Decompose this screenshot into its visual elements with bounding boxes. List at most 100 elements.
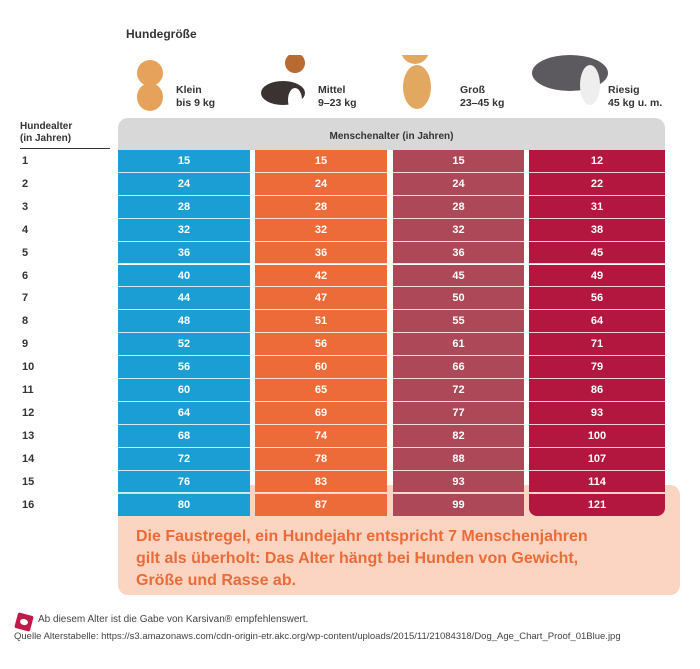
age-cell: 32	[255, 218, 387, 242]
age-label: 10	[22, 361, 35, 374]
note-line: Größe und Rasse ab.	[136, 572, 297, 589]
age-cell: 48	[118, 310, 250, 334]
age-cell: 93	[529, 401, 665, 425]
footnote: Ab diesem Alter ist die Gabe von Karsiva…	[38, 614, 309, 625]
size-label: Klein	[176, 84, 202, 96]
age-cell: 31	[529, 195, 665, 219]
age-cell: 82	[393, 424, 524, 448]
size-label: Groß	[460, 84, 486, 96]
age-cell: 56	[529, 287, 665, 311]
age-cell: 64	[529, 310, 665, 334]
age-cell: 36	[393, 241, 524, 265]
age-cell: 50	[393, 287, 524, 311]
age-cell: 121	[529, 493, 665, 517]
age-cell: 79	[529, 356, 665, 379]
row-header: Hundealter (in Jahren)	[20, 121, 110, 149]
age-cell: 69	[255, 401, 387, 425]
age-cell: 80	[118, 493, 250, 517]
age-cell: 88	[393, 447, 524, 471]
age-cell: 76	[118, 470, 250, 494]
age-cell: 15	[255, 150, 387, 173]
age-label: 5	[22, 246, 29, 259]
age-cell: 40	[118, 264, 250, 288]
age-cell: 32	[393, 218, 524, 242]
age-cell: 66	[393, 356, 524, 379]
age-cell: 15	[393, 150, 524, 173]
age-label: 2	[22, 177, 29, 190]
age-cell: 86	[529, 379, 665, 402]
age-cell: 74	[255, 424, 387, 448]
age-cell: 36	[118, 241, 250, 265]
age-cell: 45	[393, 264, 524, 288]
age-cell: 56	[255, 333, 387, 357]
dog-illustrations	[137, 55, 608, 112]
age-label: 15	[22, 475, 35, 488]
age-cell: 93	[393, 470, 524, 494]
age-cell: 32	[118, 218, 250, 242]
age-cell: 42	[255, 264, 387, 288]
age-cell: 47	[255, 287, 387, 311]
column-header: Menschenalter (in Jahren)	[118, 118, 665, 150]
age-cell: 83	[255, 470, 387, 494]
age-label: 8	[22, 315, 29, 328]
age-cell: 15	[118, 150, 250, 173]
age-cell: 24	[255, 172, 387, 196]
row-header-line: (in Jahren)	[20, 133, 72, 144]
age-cell: 61	[393, 333, 524, 357]
age-label: 13	[22, 429, 35, 442]
age-cell: 24	[118, 172, 250, 196]
age-label: 3	[22, 200, 29, 213]
size-label: Mittel	[318, 84, 346, 96]
age-label: 12	[22, 406, 35, 419]
age-cell: 24	[393, 172, 524, 196]
note: Die Faustregel, ein Hundejahr entspricht…	[136, 526, 588, 592]
age-cell: 44	[118, 287, 250, 311]
age-label: 9	[22, 338, 29, 351]
age-cell: 51	[255, 310, 387, 334]
row-header-line: Hundealter	[20, 121, 73, 132]
age-cell: 114	[529, 470, 665, 494]
age-cell: 45	[529, 241, 665, 265]
age-cell: 78	[255, 447, 387, 471]
age-cell: 55	[393, 310, 524, 334]
age-cell: 100	[529, 424, 665, 448]
source: Quelle Alterstabelle: https://s3.amazona…	[14, 631, 621, 642]
age-cell: 56	[118, 356, 250, 379]
age-cell: 77	[393, 401, 524, 425]
age-cell: 65	[255, 379, 387, 402]
age-cell: 52	[118, 333, 250, 357]
age-cell: 28	[255, 195, 387, 219]
size-weight: 23–45 kg	[460, 97, 505, 109]
note-line: gilt als überholt: Das Alter hängt bei H…	[136, 550, 579, 567]
age-cell: 72	[118, 447, 250, 471]
age-cell: 28	[118, 195, 250, 219]
note-line: Die Faustregel, ein Hundejahr entspricht…	[136, 528, 588, 545]
age-cell: 68	[118, 424, 250, 448]
age-label: 1	[22, 155, 29, 167]
age-label: 4	[22, 223, 29, 236]
size-title: Hundegröße	[126, 27, 197, 41]
age-cell: 60	[118, 379, 250, 402]
age-label: 14	[22, 452, 35, 465]
age-label: 7	[22, 292, 29, 305]
age-cell: 72	[393, 379, 524, 402]
age-cell: 60	[255, 356, 387, 379]
age-cell: 87	[255, 493, 387, 517]
size-weight: 9–23 kg	[318, 97, 357, 109]
age-cell: 71	[529, 333, 665, 357]
size-weight: 45 kg u. m.	[608, 97, 663, 109]
size-weight: bis 9 kg	[176, 97, 216, 109]
age-cell: 64	[118, 401, 250, 425]
size-label: Riesig	[608, 84, 640, 96]
age-cell: 36	[255, 241, 387, 265]
age-cell: 12	[529, 150, 665, 173]
age-cell: 49	[529, 264, 665, 288]
age-cell: 22	[529, 172, 665, 196]
age-cell: 28	[393, 195, 524, 219]
age-cell: 38	[529, 218, 665, 242]
age-label: 11	[22, 384, 34, 396]
age-label: 16	[22, 498, 35, 511]
age-label: 6	[22, 269, 29, 282]
age-cell: 107	[529, 447, 665, 471]
